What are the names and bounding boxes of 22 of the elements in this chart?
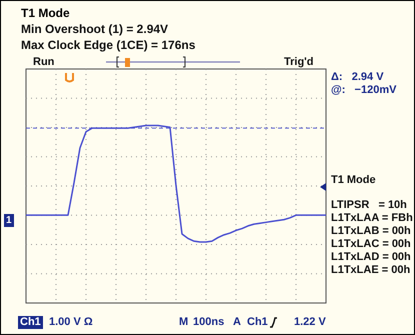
chart-title: T1 Mode [21,6,70,20]
text: Ch1 [18,316,43,329]
text: M [179,316,188,329]
text: A [233,316,241,329]
text: @: −120mV [331,84,396,97]
text: L1TxLAE = 00h [331,264,410,277]
text: Run [33,56,54,69]
text: L1TxLAC = 00h [331,238,411,251]
text: L1TxLAA = FBh [331,212,413,225]
text: Trig'd [284,56,314,69]
text: 100ns [193,316,224,329]
text: Ch1 [247,316,268,329]
text: L1TxLAB = 00h [331,225,411,238]
text: Min Overshoot (1) = 2.94V [21,22,168,36]
text: Δ: 2.94 V [331,71,384,84]
text: 1.00 V Ω [49,316,93,329]
text: 1 [4,214,14,227]
text: L1TxLAD = 00h [331,251,411,264]
text: Max Clock Edge (1CE) = 176ns [21,38,196,52]
text: 1.22 V [294,316,326,329]
text: LTIPSR = 10h [331,199,407,212]
text: T1 Mode [331,174,376,187]
